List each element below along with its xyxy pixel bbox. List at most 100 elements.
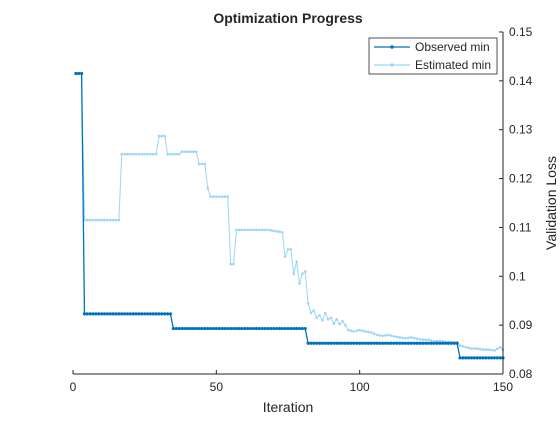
data-point-observed-min [303, 326, 307, 331]
data-point-estimated-min [355, 329, 359, 333]
data-point-estimated-min [117, 218, 121, 222]
data-point-observed-min [401, 341, 405, 345]
data-point-observed-min [91, 312, 95, 316]
data-point-observed-min [418, 341, 422, 345]
data-point-observed-min [432, 341, 436, 345]
data-point-estimated-min [209, 195, 212, 198]
series-layer [74, 71, 505, 360]
data-point-estimated-min [427, 338, 430, 342]
data-point-estimated-min [295, 260, 298, 263]
data-point-estimated-min [490, 348, 493, 352]
data-point-estimated-min [260, 228, 264, 232]
data-point-observed-min [194, 326, 198, 331]
data-point-estimated-min [229, 262, 232, 266]
data-point-estimated-min [123, 152, 126, 156]
data-point-estimated-min [232, 262, 235, 266]
data-point-observed-min [469, 356, 474, 360]
data-point-estimated-min [352, 330, 356, 333]
data-point-estimated-min [177, 152, 181, 156]
data-point-observed-min [74, 71, 78, 76]
data-point-estimated-min [395, 335, 399, 339]
data-point-estimated-min [404, 337, 407, 340]
data-point-estimated-min [312, 309, 316, 312]
data-point-estimated-min [163, 134, 167, 138]
data-point-observed-min [378, 341, 382, 345]
data-point-estimated-min [306, 301, 310, 305]
data-point-estimated-min [286, 248, 290, 251]
data-point-estimated-min [269, 229, 273, 232]
data-point-observed-min [243, 326, 247, 331]
data-point-observed-min [421, 341, 425, 345]
data-point-observed-min [449, 341, 453, 345]
data-point-observed-min [188, 326, 193, 331]
data-point-observed-min [464, 356, 468, 360]
data-point-estimated-min [278, 230, 281, 234]
data-point-observed-min [254, 326, 259, 331]
data-point-observed-min [154, 312, 158, 316]
data-point-estimated-min [146, 152, 149, 156]
data-point-estimated-min [240, 228, 244, 232]
data-point-observed-min [203, 326, 207, 331]
data-point-estimated-min [409, 336, 413, 339]
data-point-observed-min [111, 312, 115, 316]
data-point-observed-min [94, 312, 98, 316]
data-point-estimated-min [91, 218, 95, 222]
data-point-estimated-min [415, 337, 419, 341]
data-point-estimated-min [249, 228, 253, 232]
data-point-observed-min [77, 71, 81, 76]
data-point-observed-min [392, 341, 396, 345]
data-point-estimated-min [407, 336, 410, 340]
data-point-observed-min [323, 341, 327, 345]
data-point-observed-min [214, 326, 218, 331]
x-tick-label: 150 [493, 380, 513, 394]
data-point-estimated-min [134, 152, 138, 156]
data-point-estimated-min [220, 195, 224, 198]
legend-marker-estimated-min [390, 63, 394, 67]
data-point-observed-min [134, 312, 138, 316]
data-point-estimated-min [375, 333, 379, 337]
data-point-observed-min [148, 312, 152, 316]
data-point-estimated-min [364, 330, 367, 333]
y-axis-label: Validation Loss [543, 156, 559, 250]
data-point-estimated-min [200, 162, 204, 166]
data-point-observed-min [209, 326, 213, 331]
data-point-observed-min [171, 326, 175, 331]
data-point-estimated-min [94, 218, 98, 222]
data-point-estimated-min [478, 347, 482, 351]
data-point-estimated-min [424, 338, 427, 342]
data-point-estimated-min [369, 331, 373, 334]
data-point-observed-min [441, 341, 445, 345]
data-point-estimated-min [189, 150, 192, 153]
data-point-estimated-min [114, 218, 118, 222]
data-point-estimated-min [309, 311, 313, 315]
data-point-observed-min [363, 341, 367, 345]
series-markers-observed-min [74, 71, 505, 360]
data-point-estimated-min [329, 316, 333, 320]
data-point-observed-min [424, 341, 428, 345]
data-point-observed-min [163, 312, 167, 316]
data-point-observed-min [406, 341, 410, 345]
data-point-estimated-min [378, 334, 382, 337]
data-point-estimated-min [358, 328, 361, 332]
data-point-observed-min [226, 326, 230, 331]
data-point-estimated-min [197, 162, 201, 166]
data-point-estimated-min [338, 322, 341, 326]
data-point-observed-min [266, 326, 270, 331]
data-point-observed-min [415, 341, 419, 345]
data-point-estimated-min [389, 334, 393, 337]
data-point-observed-min [498, 356, 502, 360]
data-point-estimated-min [398, 336, 402, 339]
data-point-estimated-min [280, 231, 284, 234]
data-point-observed-min [487, 356, 491, 360]
data-point-estimated-min [140, 152, 144, 156]
chart-title: Optimization Progress [213, 10, 363, 26]
data-point-observed-min [272, 326, 276, 331]
data-point-estimated-min [151, 152, 155, 156]
data-point-estimated-min [321, 318, 324, 322]
data-point-observed-min [412, 341, 416, 345]
data-point-observed-min [458, 356, 462, 360]
data-point-observed-min [260, 326, 264, 331]
data-point-estimated-min [283, 255, 287, 259]
data-point-estimated-min [346, 328, 350, 332]
data-point-observed-min [461, 356, 465, 360]
